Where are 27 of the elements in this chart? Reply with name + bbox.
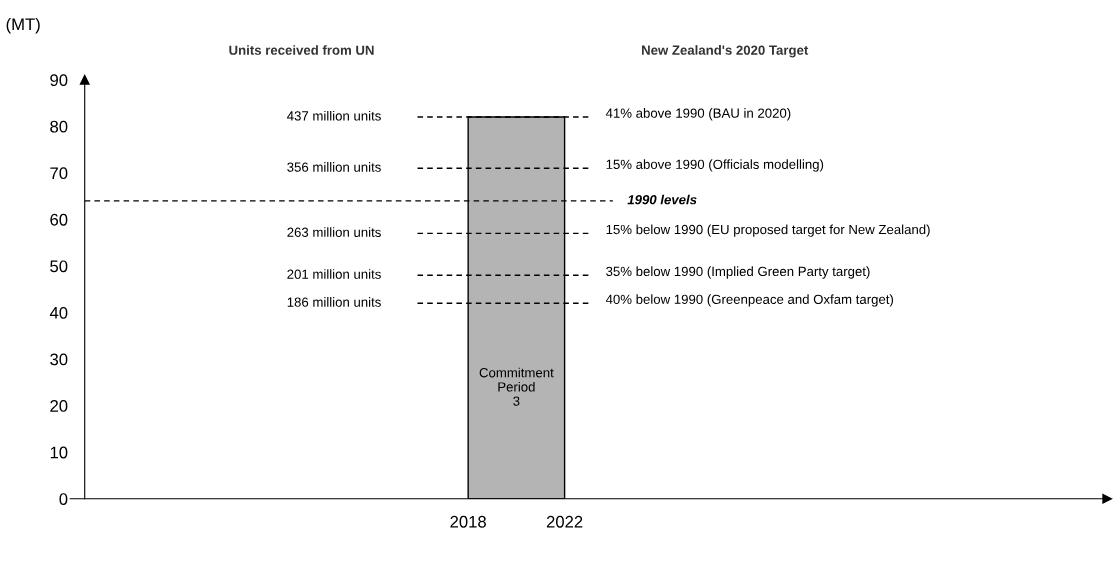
annotation: 201 million units (287, 269, 381, 279)
ref-line-label: 41% above 1990 (BAU in 2020) (605, 108, 791, 121)
ref-line-label: 40% below 1990 (Greenpeace and Oxfam target) (605, 294, 894, 307)
y-tick-label: 90 (50, 74, 68, 86)
y-tick-label: 40 (49, 306, 68, 319)
annotation: 263 million units (287, 227, 381, 237)
y-tick-label: 60 (50, 213, 68, 226)
x-tick-label: 2022 (546, 515, 583, 528)
y-axis-title: (MT) (6, 17, 40, 34)
annotation: 356 million units (287, 162, 381, 172)
annotation: Commitment Period 3 (479, 367, 554, 406)
y-tick-label: 80 (50, 120, 68, 133)
annotation: 437 million units (287, 110, 381, 121)
y-tick-label: 10 (50, 446, 68, 459)
y-tick-label: 70 (50, 167, 68, 180)
annotation: 186 million units (287, 297, 381, 307)
y-tick-label: 20 (50, 400, 68, 412)
x-tick-label: 2018 (450, 515, 486, 528)
text: New Zealand's 2020 Target (642, 45, 809, 58)
ref-line-label: 1990 levels (627, 194, 697, 205)
y-tick-label: 50 (50, 260, 68, 273)
text: Units received from UN (229, 45, 374, 55)
ref-line-label: 35% below 1990 (Implied Green Party target) (606, 266, 870, 279)
ref-line-label: 15% above 1990 (Officials modelling) (606, 159, 824, 172)
ref-line-label: 15% below 1990 (EU proposed target for New Zealand) (606, 224, 930, 237)
y-tick-label: 30 (50, 353, 68, 366)
y-tick-label: 0 (59, 493, 68, 505)
